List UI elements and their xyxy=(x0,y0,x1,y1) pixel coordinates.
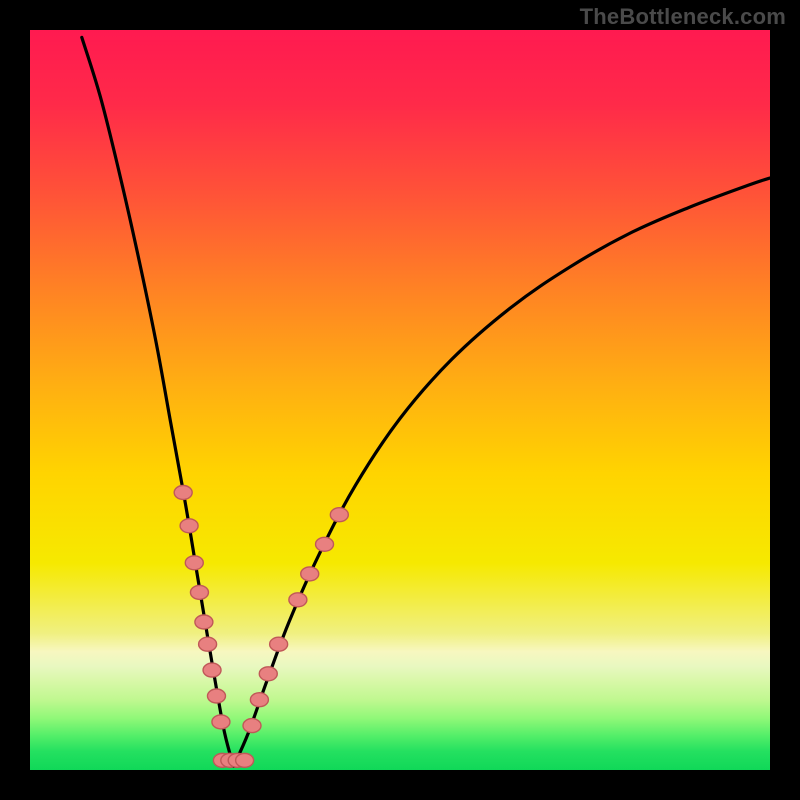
marker-point xyxy=(212,715,230,729)
marker-point xyxy=(180,519,198,533)
marker-point xyxy=(236,753,254,767)
marker-point xyxy=(174,486,192,500)
marker-point xyxy=(259,667,277,681)
marker-point xyxy=(330,508,348,522)
marker-point xyxy=(190,585,208,599)
marker-point xyxy=(207,689,225,703)
marker-point xyxy=(185,556,203,570)
marker-point xyxy=(243,719,261,733)
marker-point xyxy=(195,615,213,629)
plot-background xyxy=(30,30,770,770)
marker-point xyxy=(270,637,288,651)
bottleneck-chart xyxy=(0,0,800,800)
marker-point xyxy=(203,663,221,677)
marker-point xyxy=(316,537,334,551)
marker-point xyxy=(289,593,307,607)
watermark-text: TheBottleneck.com xyxy=(580,4,786,30)
marker-point xyxy=(199,637,217,651)
marker-point xyxy=(250,693,268,707)
marker-point xyxy=(301,567,319,581)
